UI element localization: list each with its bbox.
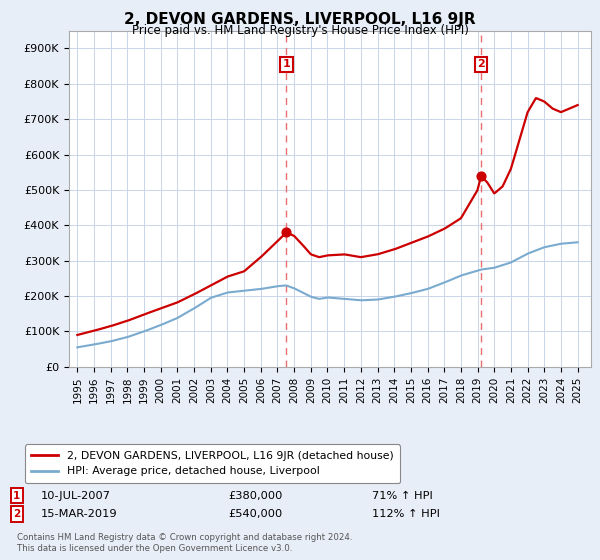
Text: Contains HM Land Registry data © Crown copyright and database right 2024.
This d: Contains HM Land Registry data © Crown c… [17, 533, 352, 553]
Text: £380,000: £380,000 [228, 491, 283, 501]
Text: 2: 2 [13, 509, 20, 519]
Text: 15-MAR-2019: 15-MAR-2019 [41, 509, 118, 519]
Text: 2, DEVON GARDENS, LIVERPOOL, L16 9JR: 2, DEVON GARDENS, LIVERPOOL, L16 9JR [124, 12, 476, 27]
Text: 112% ↑ HPI: 112% ↑ HPI [372, 509, 440, 519]
Text: 1: 1 [283, 59, 290, 69]
Point [476, 171, 486, 180]
Point [281, 228, 291, 237]
Text: 71% ↑ HPI: 71% ↑ HPI [372, 491, 433, 501]
Text: £540,000: £540,000 [228, 509, 282, 519]
Text: 10-JUL-2007: 10-JUL-2007 [41, 491, 111, 501]
Text: Price paid vs. HM Land Registry's House Price Index (HPI): Price paid vs. HM Land Registry's House … [131, 24, 469, 36]
Text: 1: 1 [13, 491, 20, 501]
Legend: 2, DEVON GARDENS, LIVERPOOL, L16 9JR (detached house), HPI: Average price, detac: 2, DEVON GARDENS, LIVERPOOL, L16 9JR (de… [25, 445, 400, 483]
Text: 2: 2 [477, 59, 485, 69]
